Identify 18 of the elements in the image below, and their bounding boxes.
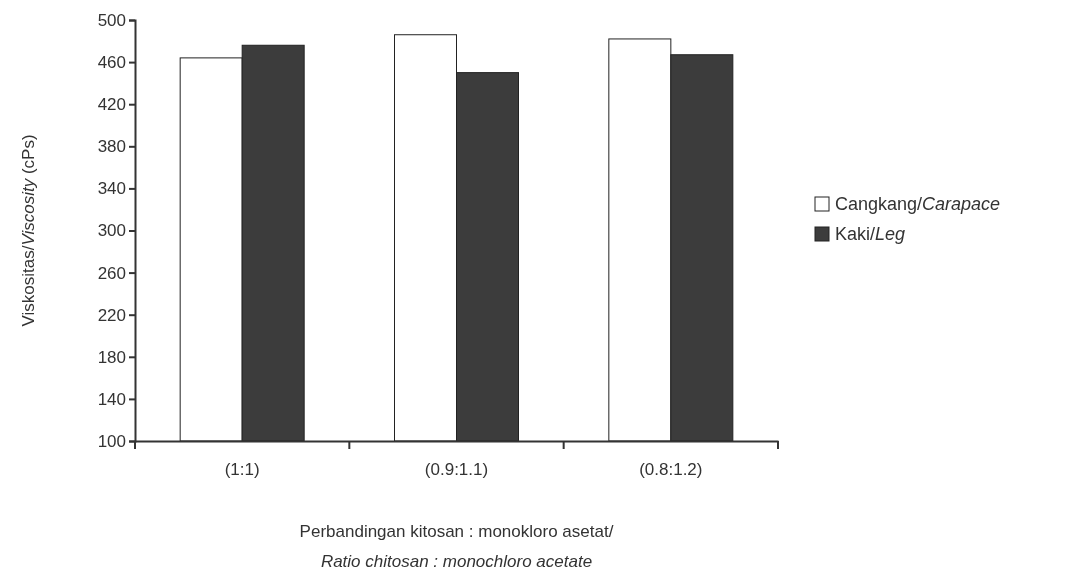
y-tick-label: 300: [97, 221, 126, 241]
x-tick-label: (0.9:1.1): [424, 460, 489, 480]
y-tick-label: 500: [97, 10, 126, 30]
y-tick-label: 380: [97, 137, 126, 157]
y-tick-label: 220: [97, 305, 126, 325]
y-tick-label: 100: [97, 431, 126, 451]
x-axis-title: Perbandingan kitosan : monokloro asetat/ Ratio chitosan : monochloro acetate: [299, 522, 614, 571]
y-axis-title: Viskositas/Viscosity (cPs): [19, 134, 38, 327]
y-tick-label: 260: [97, 263, 126, 283]
y-tick-label: 180: [97, 347, 126, 367]
y-tick-label: 140: [97, 389, 126, 409]
x-tick-label: (1:1): [224, 460, 260, 480]
y-tick-label: 340: [97, 179, 126, 199]
legend-label: Cangkang/Carapace: [835, 194, 1001, 214]
legend-label: Kaki/Leg: [835, 224, 906, 244]
x-tick-label: (0.8:1.2): [639, 460, 703, 480]
y-tick-label: 420: [97, 95, 126, 115]
y-tick-label: 460: [97, 53, 126, 73]
